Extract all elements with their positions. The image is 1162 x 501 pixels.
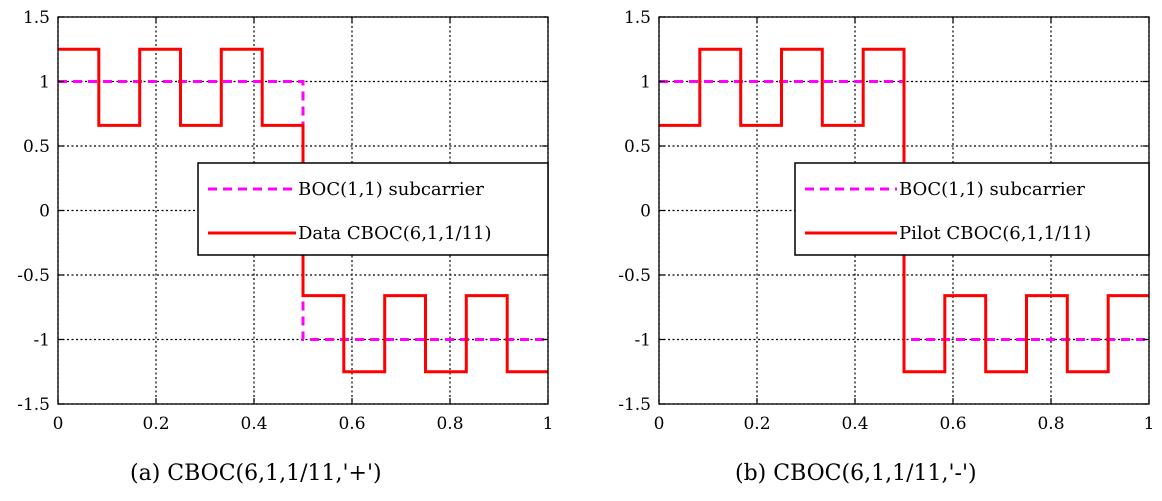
y-tick-label: 0 xyxy=(39,202,50,222)
y-tick-label: -0.5 xyxy=(17,266,50,286)
legend: BOC(1,1) subcarrier Pilot CBOC(6,1,1/11) xyxy=(794,162,1150,256)
x-tick-label: 0.4 xyxy=(240,414,267,434)
y-tick-label: -0.5 xyxy=(618,266,651,286)
x-tick-label: 0.4 xyxy=(841,414,868,434)
x-tick-label: 1 xyxy=(1144,414,1155,434)
x-tick-label: 0.8 xyxy=(1037,414,1064,434)
y-tick-label: 0.5 xyxy=(23,137,50,157)
chart-panel-b: 0 0.2 0.4 0.6 0.8 1 1.5 1 0.5 0 -0.5 -1 -1.5 BOC(1,1)… xyxy=(618,8,1154,486)
y-tick-label: 1 xyxy=(640,73,651,93)
x-tick-label: 0.8 xyxy=(436,414,463,434)
legend-label: Pilot CBOC(6,1,1/11) xyxy=(899,223,1091,244)
chart-panel-a: 0 0.2 0.4 0.6 0.8 1 1.5 1 0.5 0 -0.5 -1 -1.5 BOC(1,1)… xyxy=(17,8,553,486)
legend-box xyxy=(197,162,549,256)
legend-label: BOC(1,1) subcarrier xyxy=(899,179,1085,200)
legend: BOC(1,1) subcarrier Data CBOC(6,1,1/11) xyxy=(197,162,549,256)
y-tick-label: -1.5 xyxy=(618,395,651,415)
x-tick-label: 0.6 xyxy=(338,414,365,434)
y-tick-label: 0.5 xyxy=(624,137,651,157)
x-tick-label: 0.2 xyxy=(142,414,169,434)
legend-box xyxy=(794,162,1150,256)
legend-label: Data CBOC(6,1,1/11) xyxy=(298,223,492,244)
x-tick-label: 0.2 xyxy=(743,414,770,434)
legend-label: BOC(1,1) subcarrier xyxy=(298,179,484,200)
y-tick-label: 1 xyxy=(39,73,50,93)
y-tick-label: 1.5 xyxy=(624,8,651,28)
x-tick-label: 1 xyxy=(543,414,554,434)
x-tick-label: 0 xyxy=(654,414,665,434)
y-tick-label: -1.5 xyxy=(17,395,50,415)
y-tick-label: -1 xyxy=(33,331,50,351)
y-tick-label: -1 xyxy=(634,331,651,351)
x-tick-label: 0.6 xyxy=(939,414,966,434)
x-tick-label: 0 xyxy=(53,414,64,434)
figure-caption: (b) CBOC(6,1,1/11,'-') xyxy=(735,461,977,486)
y-tick-label: 1.5 xyxy=(23,8,50,28)
figure-caption: (a) CBOC(6,1,1/11,'+') xyxy=(130,461,382,486)
y-tick-label: 0 xyxy=(640,202,651,222)
